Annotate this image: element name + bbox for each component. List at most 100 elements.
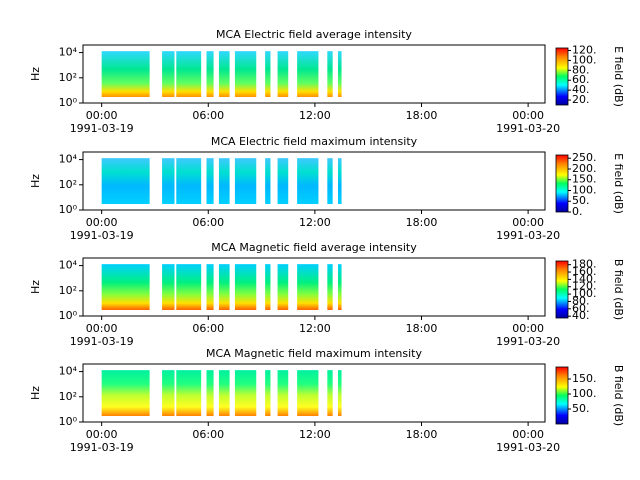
colorbar-tick-label: 180. [572, 258, 597, 271]
data-segment [297, 158, 319, 204]
data-segment [101, 51, 150, 97]
x-tick-label: 12:00 [299, 428, 331, 441]
data-segment [297, 370, 319, 416]
colorbar-tick-label: 50. [572, 194, 590, 207]
data-segment [218, 51, 230, 97]
data-segment [206, 158, 214, 204]
colorbar-tick-label: 50. [572, 402, 590, 415]
x-tick-label: 00:00 [512, 216, 544, 229]
x-tick-label: 18:00 [406, 322, 438, 335]
data-segment [176, 51, 202, 97]
date-label: 1991-03-19 [70, 229, 134, 242]
y-tick-label: 10⁰ [59, 203, 78, 216]
data-segment [277, 370, 289, 416]
panel-title: MCA Magnetic field maximum intensity [206, 347, 422, 360]
colorbar-label: B field (dB) [612, 259, 625, 320]
data-segment [327, 370, 333, 416]
x-tick-label: 18:00 [406, 216, 438, 229]
date-label: 1991-03-20 [496, 441, 560, 454]
data-segment [218, 158, 230, 204]
x-tick-label: 18:00 [406, 109, 438, 122]
date-label: 1991-03-20 [496, 122, 560, 135]
data-segment [337, 370, 342, 416]
data-segment [206, 370, 214, 416]
data-segment [162, 158, 175, 204]
data-segment [297, 264, 319, 310]
data-segment [206, 51, 214, 97]
colorbar-tick-label: 80. [572, 294, 590, 307]
data-segment [327, 158, 333, 204]
panel-title: MCA Magnetic field average intensity [211, 241, 417, 254]
y-tick-label: 10² [59, 284, 77, 297]
colorbar-tick-label: 100. [572, 183, 597, 196]
colorbar-label: E field (dB) [612, 153, 625, 214]
x-tick-label: 00:00 [512, 428, 544, 441]
date-label: 1991-03-19 [70, 335, 134, 348]
y-tick-label: 10⁴ [59, 365, 78, 378]
colorbar-tick-label: 200. [572, 162, 597, 175]
data-segment [297, 51, 319, 97]
data-segment [218, 264, 230, 310]
data-segment [277, 51, 289, 97]
date-label: 1991-03-20 [496, 335, 560, 348]
data-segment [176, 370, 202, 416]
y-tick-label: 10⁰ [59, 309, 78, 322]
colorbar-tick-label: 120. [572, 280, 597, 293]
data-segment [327, 51, 333, 97]
data-segment [265, 264, 271, 310]
data-segment [176, 158, 202, 204]
axes-frame [82, 363, 546, 423]
date-label: 1991-03-19 [70, 441, 134, 454]
colorbar-tick-label: 120. [572, 43, 597, 56]
x-tick-label: 06:00 [192, 109, 224, 122]
colorbar-tick-label: 80. [572, 63, 590, 76]
x-tick-label: 12:00 [299, 216, 331, 229]
x-tick-label: 00:00 [86, 109, 118, 122]
colorbar-tick-label: 40. [572, 83, 590, 96]
y-axis-label: Hz [29, 280, 42, 294]
colorbar-tick-label: 140. [572, 272, 597, 285]
colorbar-tick-label: 100. [572, 53, 597, 66]
y-tick-label: 10² [59, 71, 77, 84]
data-segment [277, 158, 289, 204]
date-label: 1991-03-20 [496, 229, 560, 242]
data-segment [277, 264, 289, 310]
data-segment [265, 158, 271, 204]
colorbar [555, 47, 569, 106]
panel-title: MCA Electric field maximum intensity [211, 135, 418, 148]
data-segment [234, 264, 257, 310]
colorbar-tick-label: 60. [572, 302, 590, 315]
data-segment [101, 158, 150, 204]
axes-frame [82, 151, 546, 211]
x-tick-label: 06:00 [192, 428, 224, 441]
data-segment [176, 264, 202, 310]
data-segment [234, 51, 257, 97]
x-tick-label: 00:00 [512, 109, 544, 122]
x-tick-label: 06:00 [192, 216, 224, 229]
y-axis-label: Hz [29, 386, 42, 400]
y-tick-label: 10² [59, 390, 77, 403]
x-tick-label: 18:00 [406, 428, 438, 441]
colorbar-label: B field (dB) [612, 365, 625, 426]
data-segment [337, 51, 342, 97]
axes-frame [82, 44, 546, 104]
data-segment [162, 370, 175, 416]
x-tick-label: 12:00 [299, 109, 331, 122]
date-label: 1991-03-19 [70, 122, 134, 135]
colorbar-tick-label: 150. [572, 173, 597, 186]
colorbar [555, 260, 569, 319]
data-segment [265, 51, 271, 97]
colorbar-tick-label: 60. [572, 73, 590, 86]
colorbar-tick-label: 150. [572, 372, 597, 385]
data-segment [234, 158, 257, 204]
colorbar-label: E field (dB) [612, 46, 625, 107]
data-segment [265, 370, 271, 416]
data-segment [327, 264, 333, 310]
x-tick-label: 06:00 [192, 322, 224, 335]
axes-frame [82, 257, 546, 317]
y-axis-label: Hz [29, 67, 42, 81]
colorbar-tick-label: 0. [572, 205, 583, 218]
data-segment [162, 51, 175, 97]
data-segment [101, 264, 150, 310]
